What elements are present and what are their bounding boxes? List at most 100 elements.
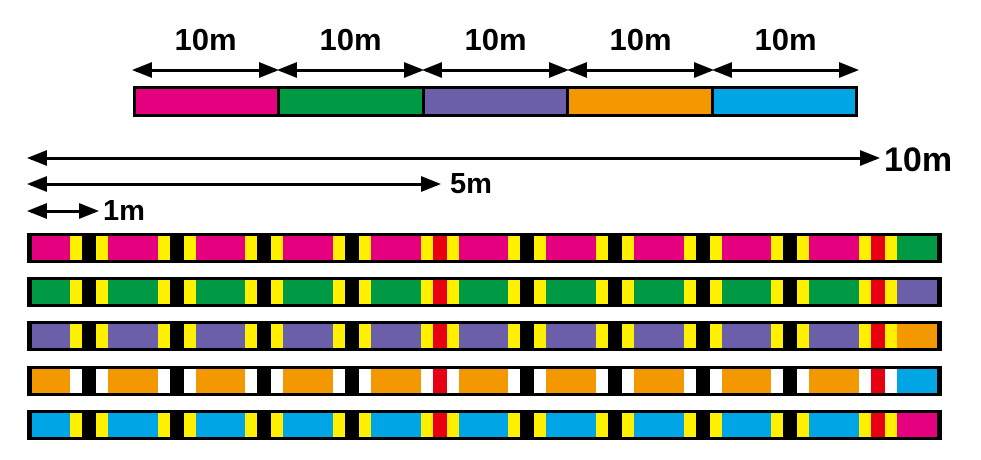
stripe-black	[169, 280, 184, 304]
stripe-green	[195, 280, 246, 304]
stripe-purple	[546, 324, 597, 348]
stripe-yellow	[534, 324, 547, 348]
arrow-shaft	[281, 68, 420, 72]
stripe-yellow	[70, 236, 82, 260]
stripe-yellow	[859, 280, 872, 304]
stripe-white	[333, 369, 346, 393]
stripe-red	[432, 324, 447, 348]
stripe-yellow	[420, 413, 433, 437]
stripe-yellow	[245, 280, 258, 304]
stripe-purple	[458, 324, 509, 348]
stripe-yellow	[359, 413, 372, 437]
stripe-yellow	[771, 236, 784, 260]
stripe-black	[169, 369, 184, 393]
stripe-white	[622, 369, 635, 393]
stripe-green	[634, 280, 684, 304]
stripe-yellow	[885, 324, 898, 348]
arrowhead-right-icon	[404, 62, 424, 78]
stripe-black	[695, 236, 710, 260]
stripe-blue	[721, 413, 772, 437]
stripe-purple	[283, 324, 334, 348]
arrow-10m-ruler	[27, 149, 880, 167]
stripe-yellow	[622, 413, 635, 437]
stripe-black	[345, 324, 360, 348]
stripe-orange	[195, 369, 246, 393]
stripe-yellow	[96, 236, 108, 260]
stripe-yellow	[245, 413, 258, 437]
stripe-yellow	[709, 413, 722, 437]
stripe-white	[859, 369, 872, 393]
arrowhead-right-icon	[259, 62, 279, 78]
stripe-yellow	[709, 280, 722, 304]
stripe-purple	[897, 280, 938, 304]
stripe-yellow	[508, 236, 521, 260]
stripe-black	[169, 324, 184, 348]
stripe-red	[871, 369, 886, 393]
stripe-black	[608, 413, 623, 437]
arrowhead-right-icon	[549, 62, 569, 78]
stripe-black	[783, 280, 798, 304]
stripe-black	[82, 324, 96, 348]
stripe-pink	[371, 236, 421, 260]
stripe-green	[458, 280, 509, 304]
stripe-yellow	[596, 324, 609, 348]
stripe-red	[871, 413, 886, 437]
stripe-black	[345, 280, 360, 304]
arrow-1m-ruler	[27, 202, 99, 220]
stripe-green	[809, 280, 860, 304]
stripe-yellow	[797, 236, 810, 260]
stripe-yellow	[183, 280, 196, 304]
color-sequence-bar	[133, 86, 858, 117]
stripe-black	[783, 236, 798, 260]
stripe-yellow	[446, 280, 459, 304]
stripe-yellow	[683, 324, 696, 348]
stripe-yellow	[271, 413, 284, 437]
ruler-label-10m: 10m	[884, 141, 953, 179]
stripe-black	[82, 413, 96, 437]
stripe-black	[695, 324, 710, 348]
stripe-white	[420, 369, 433, 393]
stripe-yellow	[709, 236, 722, 260]
stripe-orange	[283, 369, 334, 393]
stripe-black	[82, 236, 96, 260]
stripe-black	[257, 413, 272, 437]
stripe-yellow	[333, 280, 346, 304]
stripe-red	[871, 280, 886, 304]
stripe-yellow	[683, 236, 696, 260]
stripe-orange	[546, 369, 597, 393]
stripe-yellow	[96, 280, 108, 304]
stripe-green	[371, 280, 421, 304]
stripe-yellow	[96, 324, 108, 348]
arrow-shaft	[571, 68, 710, 72]
color-segment-pink	[136, 89, 278, 114]
stripe-pink	[32, 236, 70, 260]
stripe-black	[82, 280, 96, 304]
stripe-white	[183, 369, 196, 393]
stripe-yellow	[508, 280, 521, 304]
stripe-pink	[809, 236, 860, 260]
stripe-yellow	[446, 413, 459, 437]
stripe-blue	[458, 413, 509, 437]
stripe-yellow	[446, 324, 459, 348]
stripe-yellow	[70, 413, 82, 437]
stripe-yellow	[183, 324, 196, 348]
arrowhead-right-icon	[839, 62, 859, 78]
stripe-purple	[634, 324, 684, 348]
stripe-green	[897, 236, 938, 260]
stripe-yellow	[709, 324, 722, 348]
stripe-purple	[721, 324, 772, 348]
stripe-black	[345, 236, 360, 260]
stripe-blue	[283, 413, 334, 437]
stripe-black	[257, 280, 272, 304]
stripe-black	[169, 413, 184, 437]
stripe-white	[359, 369, 372, 393]
stripe-purple	[195, 324, 246, 348]
stripe-yellow	[622, 280, 635, 304]
stripe-black	[783, 324, 798, 348]
stripe-black	[82, 369, 96, 393]
segment-length-label: 10m	[319, 22, 382, 57]
stripe-yellow	[359, 280, 372, 304]
stripe-white	[709, 369, 722, 393]
stripe-black	[608, 280, 623, 304]
